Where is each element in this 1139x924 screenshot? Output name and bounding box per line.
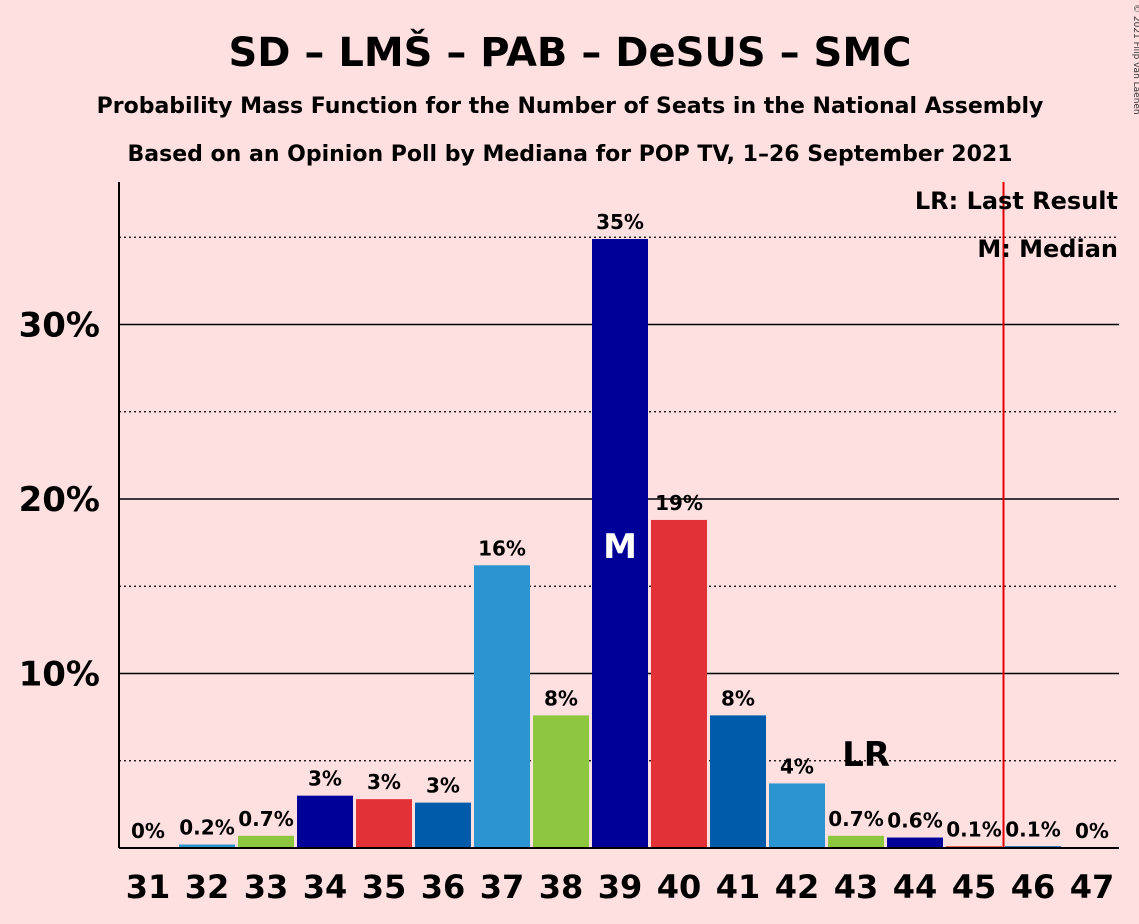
- median-marker: M: [603, 527, 637, 567]
- x-tick-label: 40: [657, 868, 702, 906]
- y-tick-label: 30%: [19, 306, 100, 346]
- y-axis-ticks: 10% 20% 30%: [19, 306, 100, 695]
- chart-subtitle-2: Based on an Opinion Poll by Mediana for …: [128, 142, 1013, 167]
- bar-seat-38: [533, 715, 589, 848]
- bar-seat-40: [651, 519, 707, 848]
- data-label: 4%: [780, 754, 814, 778]
- bar-seat-34: [297, 795, 353, 848]
- last-result-marker: LR: [842, 735, 890, 775]
- x-tick-label: 44: [893, 868, 938, 906]
- x-tick-label: 31: [126, 868, 171, 906]
- x-tick-label: 36: [421, 868, 466, 906]
- x-tick-label: 37: [480, 868, 525, 906]
- data-label: 8%: [721, 686, 755, 710]
- chart-title: SD – LMŠ – PAB – DeSUS – SMC: [228, 28, 911, 76]
- bar-seat-37: [474, 565, 530, 848]
- x-tick-label: 41: [716, 868, 761, 906]
- x-tick-label: 42: [775, 868, 820, 906]
- bar-seat-39: [592, 238, 648, 848]
- data-label: 0%: [131, 819, 165, 843]
- x-tick-label: 46: [1011, 868, 1056, 906]
- bar-seat-41: [710, 715, 766, 848]
- data-label: 19%: [655, 491, 703, 515]
- data-label: 0.1%: [1005, 817, 1060, 841]
- x-tick-label: 45: [952, 868, 997, 906]
- data-label: 0.7%: [828, 807, 883, 831]
- x-tick-label: 47: [1070, 868, 1115, 906]
- legend-median: M: Median: [977, 235, 1118, 263]
- bar-seat-33: [238, 835, 294, 848]
- bar-seat-44: [887, 837, 943, 848]
- bar-seat-42: [769, 783, 825, 848]
- x-tick-label: 43: [834, 868, 879, 906]
- data-label: 0%: [1075, 819, 1109, 843]
- bar-seat-35: [356, 799, 412, 848]
- x-tick-label: 35: [362, 868, 407, 906]
- data-label: 0.6%: [887, 809, 942, 833]
- data-label: 0.7%: [238, 807, 293, 831]
- legend-last-result: LR: Last Result: [915, 187, 1118, 215]
- data-label: 3%: [308, 767, 342, 791]
- x-tick-label: 39: [598, 868, 643, 906]
- x-axis-ticks: 31 32 33 34 35 36 37 38 39 40 41 42 43 44 45 46 47: [126, 868, 1115, 906]
- x-tick-label: 32: [185, 868, 230, 906]
- y-tick-label: 20%: [19, 480, 100, 520]
- bar-seat-32: [179, 844, 235, 848]
- data-label: 0.2%: [179, 816, 234, 840]
- data-label: 3%: [426, 774, 460, 798]
- data-label: 8%: [544, 686, 578, 710]
- data-label: 16%: [478, 536, 526, 560]
- chart-subtitle-1: Probability Mass Function for the Number…: [97, 94, 1044, 119]
- bar-seat-36: [415, 802, 471, 848]
- x-tick-label: 38: [539, 868, 584, 906]
- data-labels: 0% 0.2% 0.7%3% 3% 3%16%8%35%19%8%4%0.7% 0.6% 0…: [131, 182, 1109, 848]
- bars: [179, 238, 1061, 848]
- data-label: 35%: [596, 210, 644, 234]
- x-tick-label: 33: [244, 868, 289, 906]
- y-tick-label: 10%: [19, 655, 100, 695]
- x-tick-label: 34: [303, 868, 348, 906]
- bar-seat-43: [828, 835, 884, 848]
- copyright-notice: © 2021 Filip van Laenen: [1131, 4, 1139, 115]
- data-label: 3%: [367, 770, 401, 794]
- data-label: 0.1%: [946, 817, 1001, 841]
